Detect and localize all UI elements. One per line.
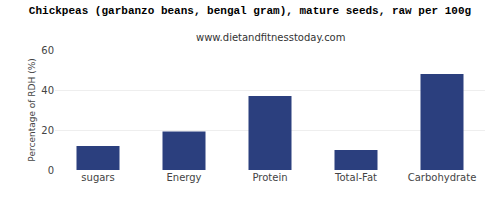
svg-text:www.dietandfitnesstoday.com: www.dietandfitnesstoday.com: [196, 32, 345, 43]
svg-text:Carbohydrate: Carbohydrate: [408, 172, 477, 183]
svg-text:20: 20: [41, 125, 54, 136]
svg-text:40: 40: [41, 85, 54, 96]
svg-text:Percentage of RDH (%): Percentage of RDH (%): [27, 58, 37, 161]
svg-text:sugars: sugars: [81, 172, 114, 183]
svg-text:60: 60: [41, 45, 54, 56]
svg-text:Total-Fat: Total-Fat: [334, 172, 377, 183]
svg-text:Protein: Protein: [252, 172, 287, 183]
svg-text:Chickpeas (garbanzo beans, ben: Chickpeas (garbanzo beans, bengal gram),…: [29, 5, 471, 17]
svg-text:0: 0: [48, 165, 54, 176]
svg-text:Energy: Energy: [166, 172, 201, 183]
